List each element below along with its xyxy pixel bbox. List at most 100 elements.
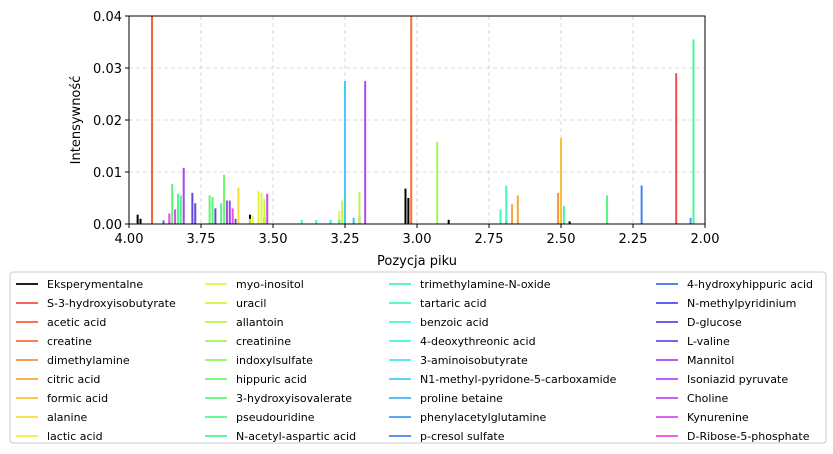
peak-bar [228,200,231,224]
legend-item: N-methylpyridinium [656,297,796,310]
peak-bar [675,73,678,224]
legend-label: N-acetyl-aspartic acid [236,430,356,443]
peak-bar [136,214,139,224]
x-axis: 4.00 3.75 3.50 3.25 3.00 2.75 2.50 2.25 2.00 [115,224,720,247]
legend-item: 4-hydroxyhippuric acid [656,278,813,291]
legend-item: 4-deoxythreonic acid [389,335,536,348]
peak-bar [562,205,565,224]
legend-label: Mannitol [687,354,734,367]
peak-bar [407,198,410,224]
legend-label: p-cresol sulfate [420,430,505,443]
peak-bar [251,216,254,224]
legend-label: uracil [236,297,266,310]
legend-item: allantoin [205,316,284,329]
y-tick-label: 0.01 [93,166,122,181]
x-tick-label: 2.00 [691,232,720,247]
peak-bar [640,185,643,224]
legend-label: trimethylamine-N-oxide [420,278,551,291]
peak-bar [341,200,344,224]
peak-bar [231,208,234,224]
peak-bar [689,217,692,224]
peak-bar [214,208,217,224]
legend-item: 3-aminoisobutyrate [389,354,528,367]
peak-bar [692,39,695,224]
legend-label: creatinine [236,335,291,348]
peak-bar [505,185,508,224]
peak-bar [162,220,165,224]
legend-item: Mannitol [656,354,734,367]
legend-item: D-Ribose-5-phosphate [656,430,810,443]
legend-label: indoxylsulfate [236,354,313,367]
peak-bar [260,192,263,224]
peak-bar [344,81,346,224]
legend-item: phenylacetylglutamine [389,411,547,424]
legend-item: alanine [16,411,88,424]
legend-label: Isoniazid pyruvate [687,373,788,386]
peak-bar [410,16,413,224]
x-tick-label: 2.50 [547,232,576,247]
peak-bar [179,195,182,224]
legend-item: formic acid [16,392,108,405]
legend-item: hippuric acid [205,373,307,386]
peak-bar [234,218,237,224]
legend-label: myo-inositol [236,278,304,291]
bars [136,16,695,224]
peak-bar [248,218,251,224]
x-tick-label: 4.00 [115,232,144,247]
legend-item: myo-inositol [205,278,304,291]
x-tick-label: 3.50 [259,232,288,247]
peak-bar [139,218,142,224]
peak-bar [174,209,177,224]
x-tick-label: 2.75 [475,232,504,247]
legend-label: 3-aminoisobutyrate [420,354,528,367]
legend-item: uracil [205,297,266,310]
legend-label: N1-methyl-pyridone-5-carboxamide [420,373,617,386]
legend-label: Choline [687,392,728,405]
x-axis-label: Pozycja piku [377,254,457,269]
peak-bar [176,193,179,224]
legend-label: phenylacetylglutamine [420,411,547,424]
peak-bar [436,141,439,224]
legend-label: formic acid [47,392,108,405]
legend-item: acetic acid [16,316,106,329]
peak-bar [151,16,154,224]
y-tick-label: 0.00 [93,218,122,233]
x-tick-label: 3.25 [331,232,360,247]
peak-bar [560,138,562,224]
legend-label: creatine [47,335,92,348]
legend-label: benzoic acid [420,316,489,329]
legend-item: Choline [656,392,728,405]
peak-bar [266,193,269,224]
peak-bar [404,188,407,224]
peak-bar [568,221,571,224]
legend-item: dimethylamine [16,354,130,367]
peak-bar [237,187,240,224]
peak-bar [352,217,355,224]
legend-item: trimethylamine-N-oxide [389,278,551,291]
legend-item: Kynurenine [656,411,749,424]
legend-item: D-glucose [656,316,742,329]
legend-item: Eksperymentalne [16,278,143,291]
legend-item: L-valine [656,335,730,348]
legend-item: N1-methyl-pyridone-5-carboxamide [389,373,617,386]
peak-bar [364,81,367,224]
peak-bar [499,209,502,224]
y-axis: 0.00 0.01 0.02 0.03 0.04 [93,10,129,233]
y-tick-label: 0.03 [93,62,122,77]
legend-item: p-cresol sulfate [389,430,505,443]
legend-label: proline betaine [420,392,503,405]
peak-bar [447,219,450,224]
legend-item: proline betaine [389,392,503,405]
legend-item: N-acetyl-aspartic acid [205,430,356,443]
legend-label: pseudouridine [236,411,315,424]
legend-label: D-Ribose-5-phosphate [687,430,810,443]
legend-label: 3-hydroxyisovalerate [236,392,352,405]
peak-bar [168,213,171,224]
legend-label: tartaric acid [420,297,487,310]
peak-bar [257,191,260,224]
peak-bar [211,196,214,224]
peak-bar [329,219,332,224]
legend-label: alanine [47,411,88,424]
legend-item: pseudouridine [205,411,315,424]
